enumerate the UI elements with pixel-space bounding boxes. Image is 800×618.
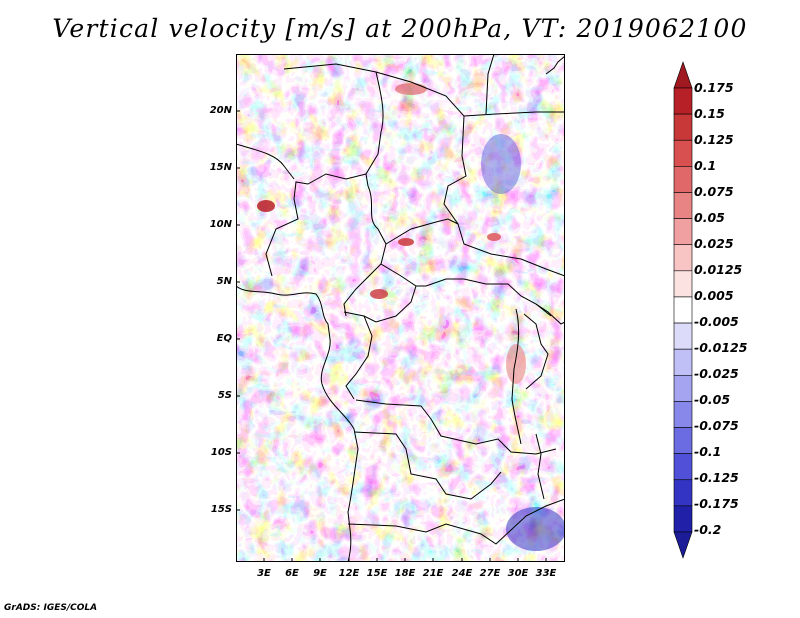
colorbar-label: 0.005 [694,288,734,303]
colorbar-label: 0.05 [694,210,725,225]
lon-label-30e: 30E [507,568,529,579]
border [343,285,417,323]
colorbar-label: -0.075 [694,418,739,433]
colorbar-label: -0.05 [694,392,731,407]
lat-label-5s: 5S [217,390,232,401]
colorbar-segment [673,166,693,193]
colorbar-segment [673,192,693,219]
colorbar-arrow-bottom [673,531,693,559]
lat-label-15n: 15N [209,162,232,173]
border [485,54,495,115]
strong-descent-region [481,134,521,194]
boundaries [236,54,565,562]
border [347,498,565,545]
ascent-region [506,344,526,384]
colorbar-label: -0.175 [694,496,739,511]
coastline [236,285,359,562]
lat-label-10s: 10S [210,447,232,458]
colorbar-segment [673,244,693,272]
lat-label-eq: EQ [216,333,232,344]
border [365,71,384,187]
border [385,218,459,245]
lon-label-33e: 33E [535,568,557,579]
lon-label-3e: 3E [257,568,271,579]
lon-label-27e: 27E [479,568,501,579]
lon-label-6e: 6E [285,568,299,579]
colorbar-segment [673,505,693,533]
colorbar-segment [673,427,693,454]
border [355,399,557,455]
colorbar-segment [673,87,693,115]
colorbar-label: 0.175 [694,80,734,95]
border [283,63,565,277]
strong-ascent-cell [370,289,388,299]
border [343,185,387,317]
lat-label-20n: 20N [209,105,232,116]
colorbar-segment [673,348,693,376]
colorbar-label: 0.1 [694,158,717,173]
rift-lakes [511,308,522,445]
strong-ascent-cell [395,83,427,95]
colorbar-label: 0.025 [694,236,734,251]
colorbar [673,61,693,559]
lon-label-18e: 18E [394,568,416,579]
colorbar-label: -0.125 [694,470,739,485]
border [463,111,565,117]
lon-label-24e: 24E [451,568,473,579]
red-sea-coast [545,55,565,75]
lon-label-9e: 9E [313,568,327,579]
colorbar-segment [673,270,693,298]
colorbar-label: -0.025 [694,366,739,381]
lon-label-15e: 15E [366,568,388,579]
vertical-velocity-map [236,54,565,562]
border [353,431,502,500]
colorbar-label: 0.15 [694,106,725,121]
lon-label-12e: 12E [338,568,360,579]
colorbar-segment [673,113,693,141]
strong-ascent-cell [257,200,275,212]
colorbar-label: -0.0125 [694,340,748,355]
colorbar-segment [673,479,693,507]
lake-malawi [535,433,545,500]
lon-label-21e: 21E [422,568,444,579]
border [535,303,565,325]
lat-label-15s: 15S [210,504,232,515]
colorbar-label: 0.125 [694,132,734,147]
lake-victoria [523,313,549,390]
border [345,315,373,400]
border [265,173,367,277]
strong-ascent-cell [487,233,501,241]
colorbar-label: 0.075 [694,184,734,199]
colorbar-label: -0.005 [694,314,739,329]
chart-title: Vertical velocity [m/s] at 200hPa, VT: 2… [52,14,748,43]
strong-descent-region [506,507,565,551]
colorbar-segment [673,453,693,481]
colorbar-segment [673,322,693,350]
lat-label-5n: 5N [216,276,232,287]
colorbar-segment [673,374,693,402]
map-panel [236,54,565,562]
lat-label-10n: 10N [209,219,232,230]
colorbar-segments [673,61,693,559]
colorbar-label: -0.1 [694,444,722,459]
colorbar-segment [673,401,693,428]
border [380,263,552,317]
map-border [236,54,565,562]
strong-ascent-cell [398,238,414,246]
velocity-field-streaks [236,54,565,562]
colorbar-arrow-top [673,61,693,89]
colorbar-segment [673,218,693,246]
colorbar-segment [673,296,693,324]
border [236,143,295,180]
colorbar-segment [673,139,693,167]
grads-credit: GrADS: IGES/COLA [4,603,98,613]
colorbar-label: -0.2 [694,522,722,537]
colorbar-label: 0.0125 [694,262,743,277]
